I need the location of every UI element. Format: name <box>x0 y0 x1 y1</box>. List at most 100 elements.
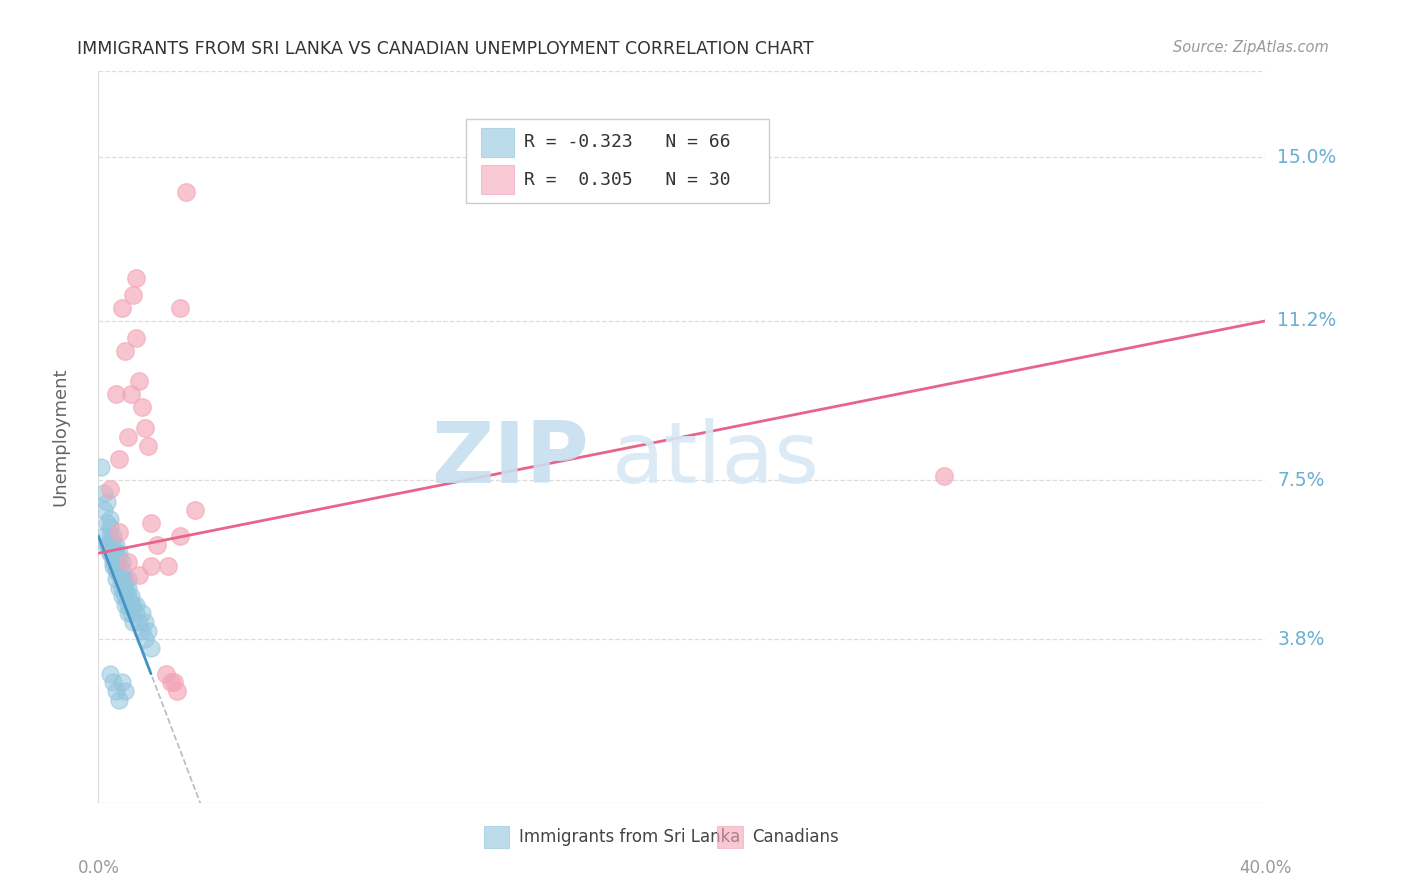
Point <box>108 692 131 706</box>
Point <box>114 589 136 603</box>
Text: 0.0%: 0.0% <box>77 859 120 877</box>
Point <box>160 675 183 690</box>
Point <box>122 598 145 612</box>
Point <box>114 581 136 595</box>
Point <box>93 486 115 500</box>
Point <box>114 344 136 359</box>
Point <box>96 516 118 530</box>
Point <box>98 666 121 681</box>
Point <box>122 615 145 629</box>
Point <box>136 624 159 638</box>
Text: atlas: atlas <box>612 417 820 500</box>
FancyBboxPatch shape <box>484 826 509 848</box>
Point <box>134 421 156 435</box>
Point <box>120 598 142 612</box>
Point <box>114 589 136 603</box>
Point <box>163 675 186 690</box>
Point <box>98 520 121 534</box>
Point <box>117 581 139 595</box>
Point <box>166 684 188 698</box>
Text: Immigrants from Sri Lanka: Immigrants from Sri Lanka <box>519 828 740 847</box>
Point <box>111 675 134 690</box>
Point <box>96 538 118 552</box>
Point <box>125 607 148 621</box>
FancyBboxPatch shape <box>481 128 513 157</box>
Point <box>96 538 118 552</box>
Point <box>117 607 139 621</box>
Point <box>131 400 153 414</box>
Point <box>111 581 134 595</box>
Point <box>117 598 139 612</box>
Point <box>108 581 131 595</box>
Point <box>120 607 142 621</box>
Text: 11.2%: 11.2% <box>1277 311 1336 330</box>
Point <box>139 516 162 530</box>
Point <box>111 572 134 586</box>
Point <box>183 503 205 517</box>
FancyBboxPatch shape <box>717 826 742 848</box>
Point <box>104 387 127 401</box>
Point <box>96 494 118 508</box>
Point <box>125 271 148 285</box>
Point <box>101 675 124 690</box>
Point <box>108 559 131 574</box>
Point <box>146 538 169 552</box>
Point <box>169 529 191 543</box>
Point <box>104 572 127 586</box>
Point <box>98 529 121 543</box>
Text: Source: ZipAtlas.com: Source: ZipAtlas.com <box>1173 40 1329 55</box>
Point <box>111 555 134 569</box>
Point <box>136 439 159 453</box>
Point <box>114 598 136 612</box>
Point <box>104 555 127 569</box>
Point <box>139 559 162 574</box>
Point <box>101 546 124 560</box>
Point <box>114 684 136 698</box>
Point <box>120 387 142 401</box>
Text: R =  0.305   N = 30: R = 0.305 N = 30 <box>524 170 731 188</box>
Point <box>117 589 139 603</box>
Point <box>104 564 127 578</box>
Point <box>98 482 121 496</box>
Point <box>93 503 115 517</box>
Point <box>108 451 131 466</box>
Point <box>90 460 112 475</box>
Point <box>111 589 134 603</box>
Point <box>111 572 134 586</box>
Point <box>111 564 134 578</box>
Point <box>131 624 153 638</box>
Text: 3.8%: 3.8% <box>1277 630 1324 648</box>
Text: Unemployment: Unemployment <box>51 368 69 507</box>
Point <box>101 550 124 565</box>
FancyBboxPatch shape <box>465 119 769 203</box>
Point <box>108 550 131 565</box>
FancyBboxPatch shape <box>481 165 513 194</box>
Point <box>934 468 956 483</box>
Text: 15.0%: 15.0% <box>1277 148 1336 167</box>
Point <box>120 589 142 603</box>
Point <box>169 301 191 315</box>
Text: R = -0.323   N = 66: R = -0.323 N = 66 <box>524 133 731 152</box>
Point <box>128 567 150 582</box>
Point <box>101 538 124 552</box>
Point <box>111 301 134 315</box>
Point <box>104 564 127 578</box>
Point <box>98 512 121 526</box>
Point <box>114 572 136 586</box>
Point <box>108 546 131 560</box>
Point <box>104 538 127 552</box>
Text: 7.5%: 7.5% <box>1277 471 1324 490</box>
Point <box>134 632 156 647</box>
Point <box>128 615 150 629</box>
Point <box>104 684 127 698</box>
Point <box>117 572 139 586</box>
Point <box>93 529 115 543</box>
Point <box>139 640 162 655</box>
Point <box>104 546 127 560</box>
Point <box>125 331 148 345</box>
Point <box>98 546 121 560</box>
Point <box>157 559 180 574</box>
Text: ZIP: ZIP <box>430 417 589 500</box>
Point <box>117 555 139 569</box>
Point <box>101 559 124 574</box>
